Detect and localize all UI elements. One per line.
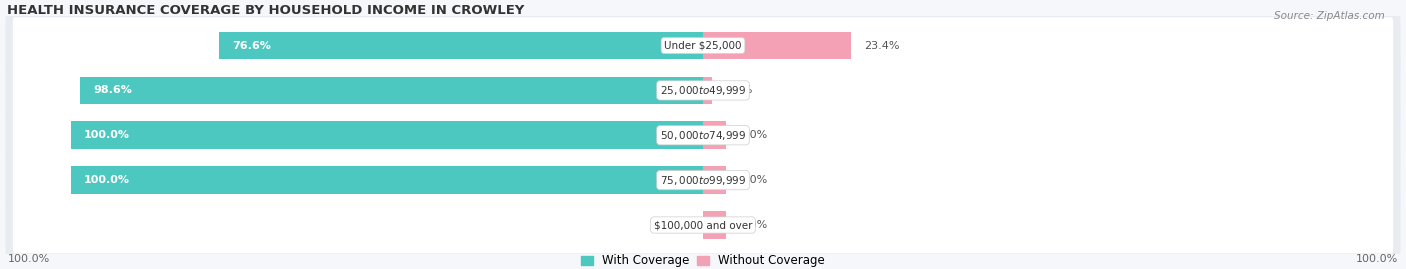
Text: $25,000 to $49,999: $25,000 to $49,999 (659, 84, 747, 97)
Text: 100.0%: 100.0% (84, 175, 129, 185)
Bar (70, 121, 703, 149)
Text: Under $25,000: Under $25,000 (664, 41, 742, 51)
FancyBboxPatch shape (6, 56, 1400, 125)
Text: 0.0%: 0.0% (740, 130, 768, 140)
Text: 98.6%: 98.6% (93, 86, 132, 95)
Bar (703, 166, 727, 194)
FancyBboxPatch shape (6, 190, 1400, 260)
Bar (703, 121, 727, 149)
Text: 76.6%: 76.6% (232, 41, 271, 51)
Legend: With Coverage, Without Coverage: With Coverage, Without Coverage (581, 254, 825, 267)
Text: Source: ZipAtlas.com: Source: ZipAtlas.com (1274, 11, 1385, 21)
Bar (703, 32, 851, 59)
FancyBboxPatch shape (13, 152, 1393, 208)
Text: 23.4%: 23.4% (865, 41, 900, 51)
Text: 100.0%: 100.0% (1357, 254, 1399, 264)
Text: 0.0%: 0.0% (740, 220, 768, 230)
FancyBboxPatch shape (13, 107, 1393, 164)
Text: $50,000 to $74,999: $50,000 to $74,999 (659, 129, 747, 142)
FancyBboxPatch shape (6, 11, 1400, 80)
FancyBboxPatch shape (13, 62, 1393, 119)
Bar (70, 166, 703, 194)
FancyBboxPatch shape (6, 146, 1400, 215)
FancyBboxPatch shape (6, 101, 1400, 170)
Text: 1.4%: 1.4% (725, 86, 754, 95)
Text: $100,000 and over: $100,000 and over (654, 220, 752, 230)
FancyBboxPatch shape (13, 17, 1393, 74)
Text: 0.0%: 0.0% (655, 220, 683, 230)
Text: $75,000 to $99,999: $75,000 to $99,999 (659, 174, 747, 187)
Bar (703, 76, 711, 104)
Text: 0.0%: 0.0% (740, 175, 768, 185)
Text: 100.0%: 100.0% (7, 254, 49, 264)
Text: HEALTH INSURANCE COVERAGE BY HOUSEHOLD INCOME IN CROWLEY: HEALTH INSURANCE COVERAGE BY HOUSEHOLD I… (7, 4, 524, 17)
Bar (219, 32, 703, 59)
Text: 100.0%: 100.0% (84, 130, 129, 140)
Bar (703, 211, 727, 239)
Bar (80, 76, 703, 104)
FancyBboxPatch shape (13, 197, 1393, 253)
